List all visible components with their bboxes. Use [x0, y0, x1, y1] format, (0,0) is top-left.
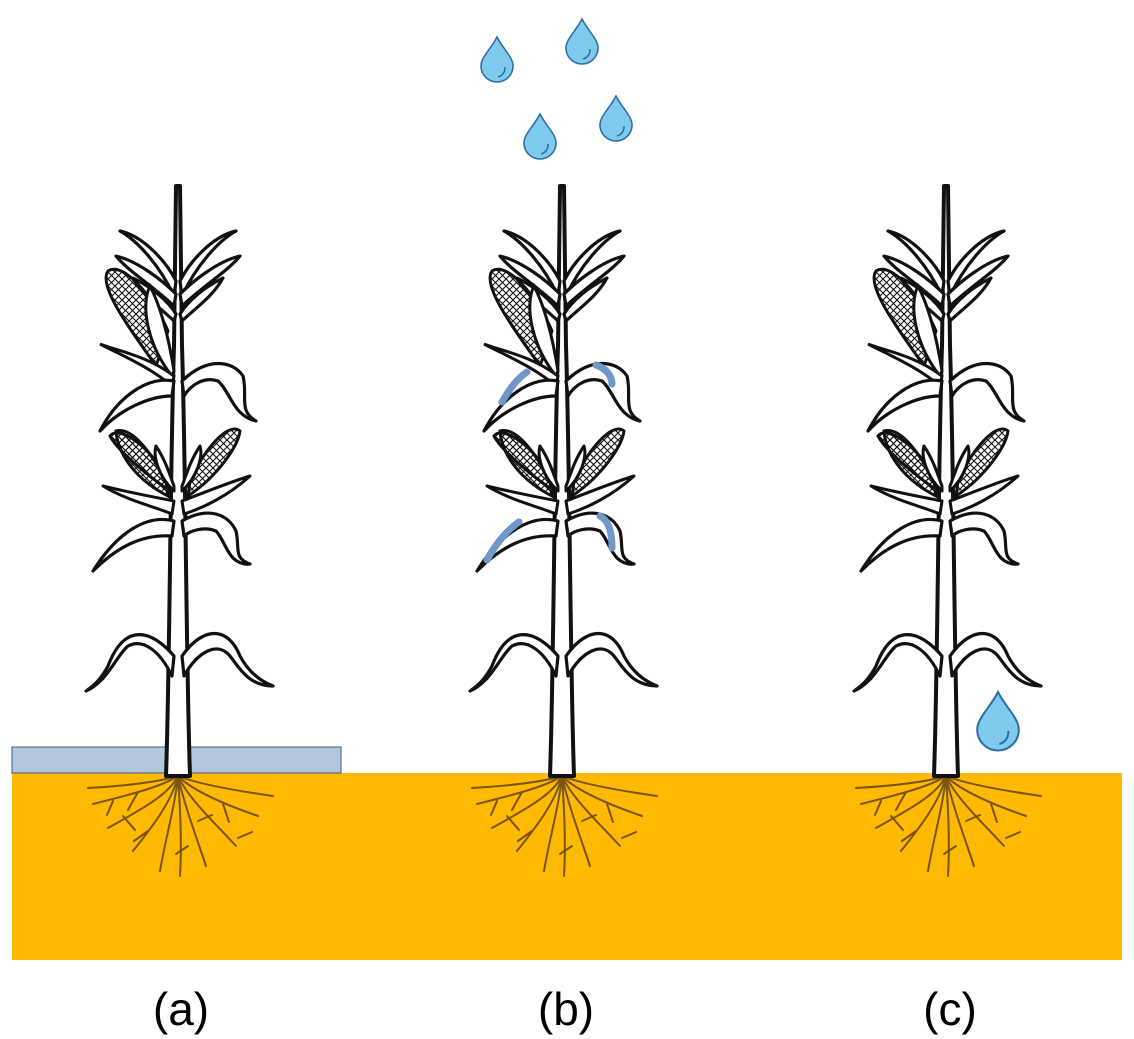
water-drop-icon — [480, 36, 514, 83]
water-drop-icon — [565, 18, 599, 65]
water-drop-icon — [523, 113, 557, 160]
caption-b: (b) — [537, 983, 595, 1035]
water-drop-icon — [599, 95, 633, 142]
caption-a: (a) — [152, 983, 210, 1035]
corn-plant-icon — [468, 184, 659, 878]
corn-plant-icon — [852, 184, 1043, 878]
highlighted-leaf-edges — [483, 361, 616, 564]
caption-c: (c) — [923, 983, 977, 1035]
water-drop-icon — [976, 690, 1020, 752]
